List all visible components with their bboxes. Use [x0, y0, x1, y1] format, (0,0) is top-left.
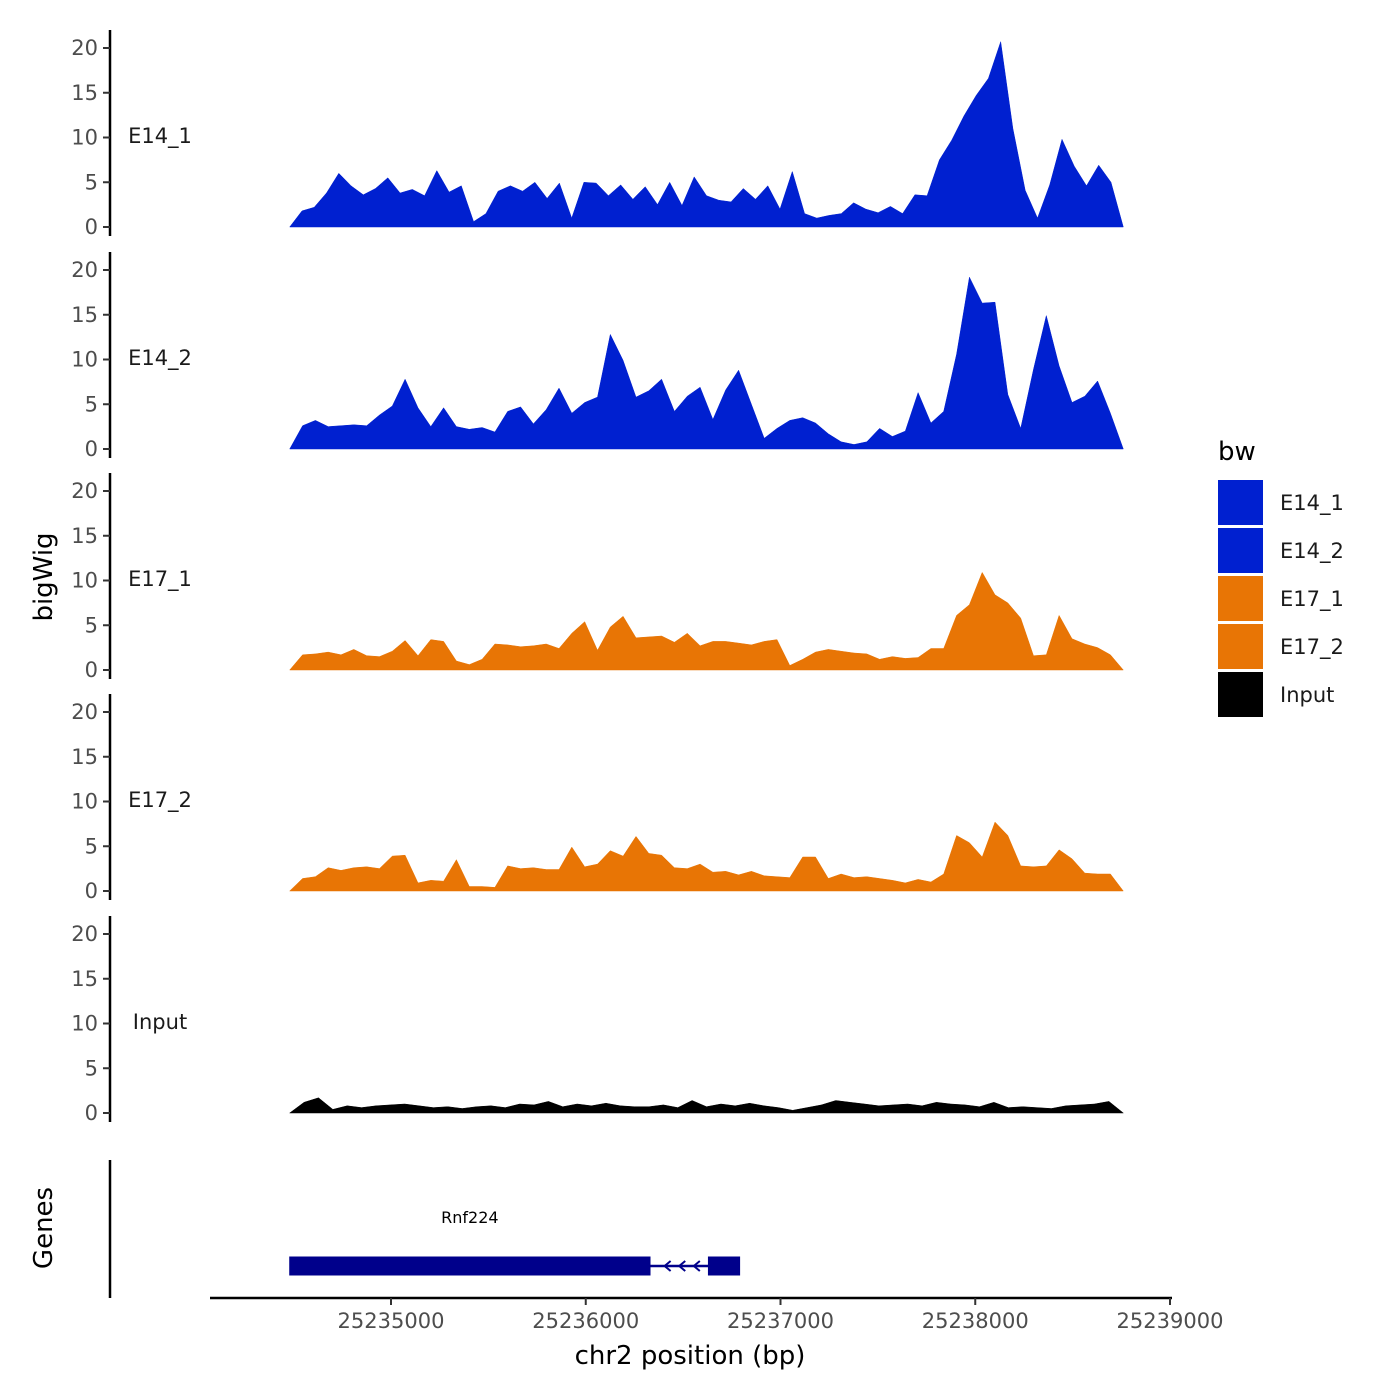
y-tick-label: 20: [71, 479, 98, 503]
y-tick-label: 0: [85, 1101, 98, 1125]
y-tick-label: 5: [85, 392, 98, 416]
y-tick-label: 0: [85, 437, 98, 461]
strand-arrow: [663, 1260, 672, 1272]
signal-area-Input: [289, 1097, 1124, 1114]
y-tick-label: 10: [71, 790, 98, 814]
legend-label: E14_1: [1280, 491, 1344, 516]
strand-arrow: [692, 1260, 701, 1272]
track-E14_2: 0 5 10 15 20 E14_2: [71, 252, 1124, 461]
x-axis: 25235000 25236000 25237000 25238000 25239000: [210, 1296, 1224, 1333]
track-label: E14_1: [128, 124, 192, 149]
signal-area-E17_1: [289, 572, 1124, 671]
gene-exon: [707, 1256, 741, 1276]
y-tick-label: 0: [85, 658, 98, 682]
gene-panel-title: Genes: [29, 1187, 59, 1269]
y-tick-label: 15: [71, 81, 98, 105]
x-axis-title: chr2 position (bp): [575, 1341, 806, 1371]
legend-key-E14_1: [1218, 480, 1263, 525]
legend-key-E17_1: [1218, 576, 1263, 621]
y-tick-label: 15: [71, 524, 98, 548]
y-tick-label: 20: [71, 922, 98, 946]
y-tick-label: 10: [71, 126, 98, 150]
y-tick-label: 20: [71, 700, 98, 724]
gene-exon: [289, 1256, 651, 1276]
legend-label: E14_2: [1280, 539, 1344, 564]
y-tick-label: 20: [71, 258, 98, 282]
track-E17_1: 0 5 10 15 20 E17_1: [71, 473, 1124, 682]
y-tick-label: 10: [71, 1012, 98, 1036]
y-tick-label: 20: [71, 36, 98, 60]
signal-area-E17_2: [289, 821, 1124, 892]
legend-label: E17_2: [1280, 635, 1344, 660]
track-E17_2: 0 5 10 15 20 E17_2: [71, 694, 1124, 903]
y-tick-label: 10: [71, 348, 98, 372]
x-tick-label: 25235000: [338, 1309, 445, 1333]
track-label: Input: [133, 1010, 187, 1034]
legend-key-Input: [1218, 672, 1263, 717]
gene-label: Rnf224: [441, 1208, 498, 1227]
x-tick-label: 25238000: [922, 1309, 1029, 1333]
legend-key-E14_2: [1218, 528, 1263, 573]
gene-Rnf224: Rnf224: [289, 1208, 741, 1276]
y-tick-label: 0: [85, 215, 98, 239]
track-label: E14_2: [128, 346, 192, 371]
legend: bw E14_1 E14_2 E17_1 E17_2 Input: [1218, 437, 1344, 717]
x-tick-label: 25239000: [1117, 1309, 1224, 1333]
y-tick-label: 15: [71, 967, 98, 991]
y-tick-label: 15: [71, 303, 98, 327]
legend-key-E17_2: [1218, 624, 1263, 669]
y-tick-label: 5: [85, 1056, 98, 1080]
legend-label: E17_1: [1280, 587, 1344, 612]
track-label: E17_1: [128, 567, 192, 592]
y-tick-label: 15: [71, 745, 98, 769]
signal-area-E14_1: [289, 41, 1124, 228]
y-tick-label: 5: [85, 170, 98, 194]
x-tick-label: 25237000: [727, 1309, 834, 1333]
strand-arrow: [677, 1260, 686, 1272]
y-axis-title: bigWig: [29, 532, 59, 621]
legend-title: bw: [1218, 437, 1256, 467]
y-tick-label: 5: [85, 834, 98, 858]
track-label: E17_2: [128, 788, 192, 813]
track-E14_1: 0 5 10 15 20 E14_1: [71, 30, 1124, 239]
signal-area-E14_2: [289, 276, 1124, 450]
x-tick-label: 25236000: [532, 1309, 639, 1333]
y-tick-label: 5: [85, 613, 98, 637]
bigwig-tracks: 05101520E14_105101520E14_205101520E17_10…: [71, 30, 1124, 1125]
gene-panel: Rnf224: [108, 1160, 741, 1298]
y-tick-label: 10: [71, 569, 98, 593]
legend-label: Input: [1280, 683, 1334, 707]
track-Input: 0 5 10 15 20 Input: [71, 916, 1124, 1125]
y-tick-label: 0: [85, 879, 98, 903]
